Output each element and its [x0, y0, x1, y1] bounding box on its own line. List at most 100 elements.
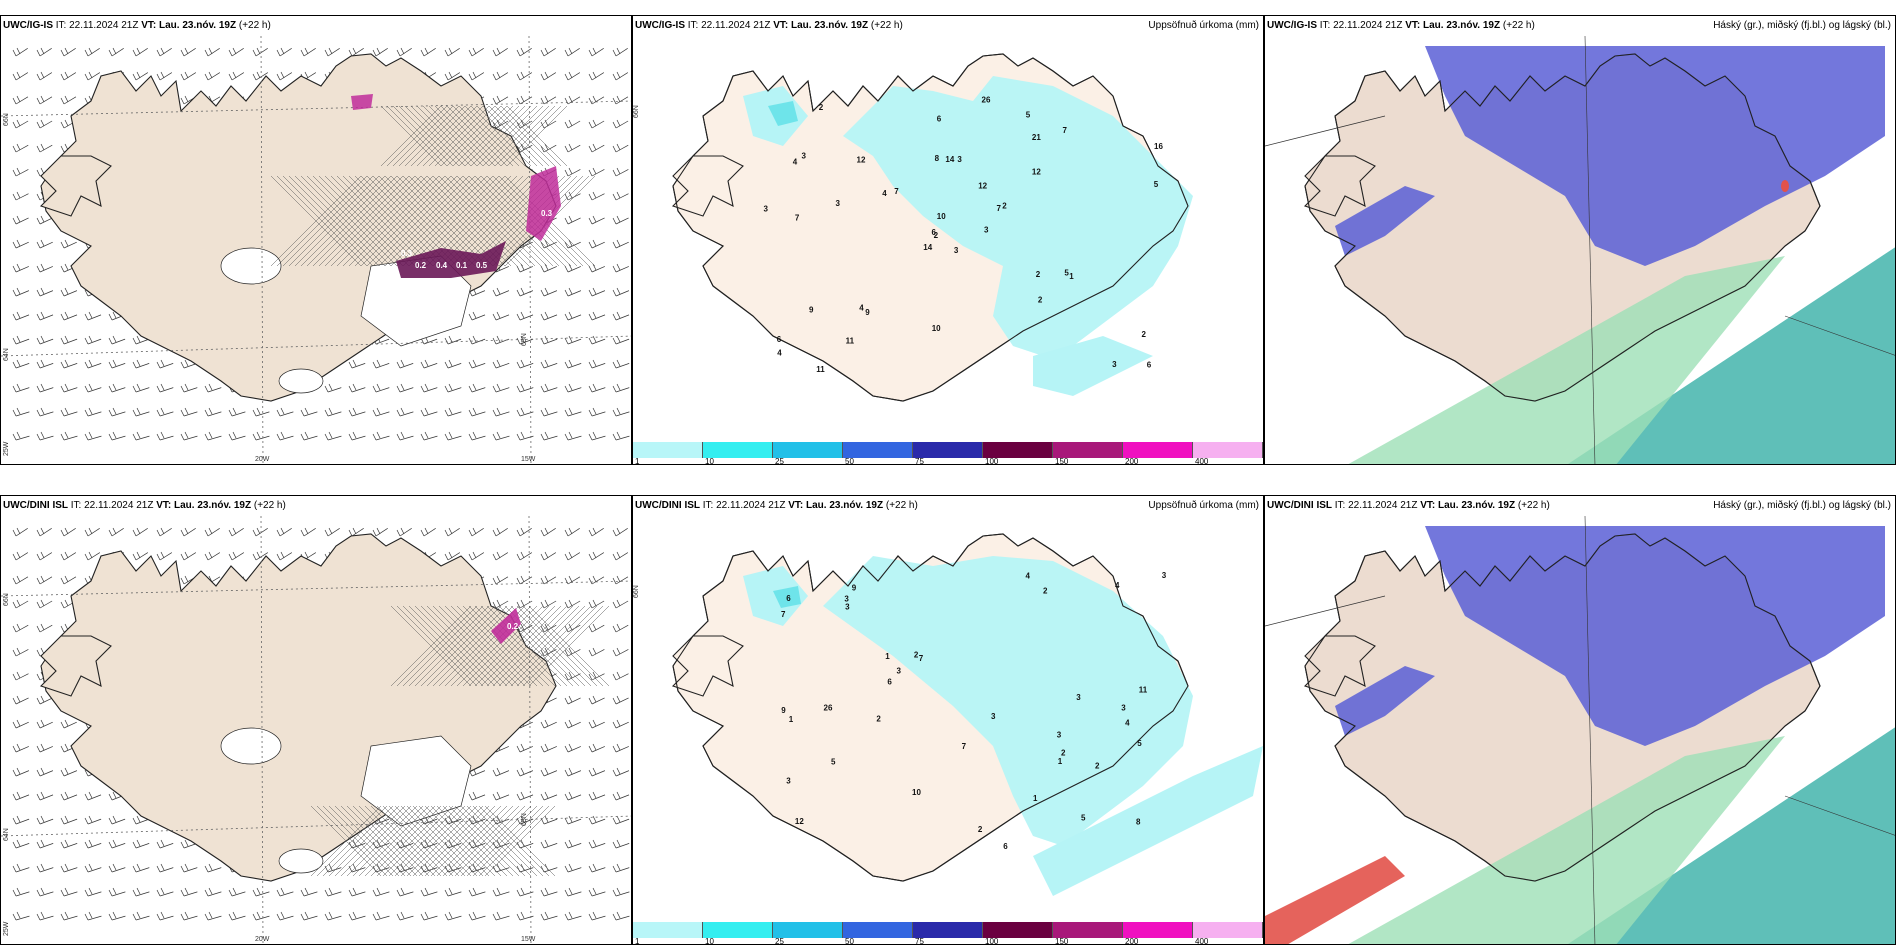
iceland-landmass: [39, 533, 557, 882]
legend-label: 25: [775, 457, 784, 465]
precip-value: 6: [937, 114, 942, 123]
legend-swatch: [843, 442, 913, 458]
legend-label: 10: [705, 457, 714, 465]
lon-label-15w: 15W: [521, 936, 536, 943]
cloud-title: Háský (gr.), miðský (fj.bl.) og lágský (…: [1713, 20, 1891, 31]
panel-top-icing: UWC/IG-IS IT: 22.11.2024 21Z VT: Lau. 23…: [0, 15, 632, 465]
legend-swatch: [913, 442, 983, 458]
graticule: [1, 515, 631, 944]
model-label: UWC/IG-IS: [635, 20, 685, 31]
panel-header: UWC/DINI ISL IT: 22.11.2024 21Z VT: Lau.…: [1267, 500, 1550, 511]
legend-swatch: [703, 442, 773, 458]
icing-value: 0.4: [436, 261, 448, 270]
hatch-area: [310, 805, 556, 877]
precip-value: 2: [978, 825, 983, 834]
lead-time: (+22 h): [1502, 20, 1535, 31]
legend-swatch: [983, 442, 1053, 458]
icing-moderate: [351, 94, 373, 110]
precip-value: 4: [1115, 581, 1120, 590]
precip-values: 3412975321679681011732534654321332132321…: [781, 571, 1167, 851]
icing-value: 0.2: [415, 261, 427, 270]
lat-label-64n: 64N: [3, 348, 10, 361]
legend-label: 150: [1055, 937, 1069, 945]
precip-value: 9: [865, 308, 870, 317]
precip-value: 2: [1036, 270, 1041, 279]
lead-time: (+22 h): [885, 500, 918, 511]
precip-value: 6: [932, 228, 937, 237]
it-value: 22.11.2024 21Z: [716, 500, 786, 511]
precip-value: 6: [777, 335, 782, 344]
precip-value: 2: [1095, 762, 1100, 771]
precip-value: 3: [1112, 360, 1117, 369]
precip-value: 3: [957, 155, 962, 164]
precip-value: 16: [1154, 142, 1163, 151]
precip-value: 14: [923, 243, 932, 252]
coastline: [672, 53, 1189, 402]
vt-label: VT:: [773, 20, 789, 31]
it-label: IT:: [70, 500, 82, 511]
precip-value: 7: [1063, 126, 1068, 135]
icing-moderate: [491, 608, 521, 644]
panel-header: UWC/DINI ISL IT: 22.11.2024 21Z VT: Lau.…: [3, 500, 286, 511]
it-label: IT:: [702, 500, 714, 511]
precip-value: 4: [1026, 572, 1031, 581]
precip-value: 4: [882, 189, 887, 198]
precip-value: 7: [997, 204, 1002, 213]
precip-value: 3: [836, 199, 841, 208]
precip-value: 3: [1057, 730, 1062, 739]
icing-value: 0.1: [456, 261, 468, 270]
legend-swatch: [1053, 442, 1123, 458]
vt-value: Lau. 23.nóv. 19Z: [791, 20, 869, 31]
precip-value: 2: [1061, 748, 1066, 757]
precip-shading: [743, 556, 1263, 896]
legend-label: 50: [845, 457, 854, 465]
vt-label: VT:: [1405, 20, 1421, 31]
precip-value: 3: [897, 666, 902, 675]
precip-value: 1: [885, 652, 890, 661]
legend-label: 100: [985, 457, 999, 465]
legend-label: 25: [775, 937, 784, 945]
precip-value: 5: [1026, 110, 1031, 119]
panel-bottom-clouds: UWC/DINI ISL IT: 22.11.2024 21Z VT: Lau.…: [1264, 495, 1896, 945]
precip-value: 5: [1154, 180, 1159, 189]
legend-swatch: [773, 442, 843, 458]
precip-title: Uppsöfnuð úrkoma (mm): [1148, 500, 1259, 511]
legend-swatch: [703, 922, 773, 938]
lon-label-25w: 25W: [3, 921, 10, 936]
panel-bottom-icing: UWC/DINI ISL IT: 22.11.2024 21Z VT: Lau.…: [0, 495, 632, 945]
precip-value: 12: [857, 155, 866, 164]
precip-value: 4: [1125, 719, 1130, 728]
legend-swatch: [913, 922, 983, 938]
map-precip: 3426795321326716141211812974111421363256…: [633, 16, 1263, 464]
icing-severe: [396, 241, 506, 278]
panel-header: UWC/IG-IS IT: 22.11.2024 21Z VT: Lau. 23…: [3, 20, 271, 31]
precip-value: 2: [1142, 330, 1147, 339]
it-label: IT:: [1334, 500, 1346, 511]
icing-value: 0.3: [541, 209, 553, 218]
model-label: UWC/DINI ISL: [635, 500, 700, 511]
lat-label-66n: 66N: [633, 585, 640, 598]
vt-value: Lau. 23.nóv. 19Z: [174, 500, 252, 511]
precip-value: 7: [795, 213, 800, 222]
legend-label: 200: [1125, 457, 1139, 465]
precip-value: 3: [764, 204, 769, 213]
it-label: IT:: [1319, 20, 1331, 31]
it-value: 22.11.2024 21Z: [84, 500, 154, 511]
legend-label: 400: [1195, 457, 1209, 465]
lat-label-65n: 65N: [521, 813, 528, 826]
precip-value: 7: [781, 610, 786, 619]
legend-label: 400: [1195, 937, 1209, 945]
precip-value: 2: [914, 650, 919, 659]
it-value: 22.11.2024 21Z: [69, 20, 139, 31]
precip-value: 2: [1002, 202, 1007, 211]
lead-time: (+22 h): [1517, 500, 1550, 511]
precip-value: 3: [1076, 693, 1081, 702]
precip-value: 9: [781, 706, 786, 715]
legend-label: 100: [985, 937, 999, 945]
panel-top-precip: UWC/IG-IS IT: 22.11.2024 21Z VT: Lau. 23…: [632, 15, 1264, 465]
lat-label-65n: 65N: [521, 333, 528, 346]
precip-value: 3: [1121, 704, 1126, 713]
precip-value: 3: [802, 152, 807, 161]
precip-value: 4: [859, 304, 864, 313]
coastline: [1304, 53, 1821, 402]
